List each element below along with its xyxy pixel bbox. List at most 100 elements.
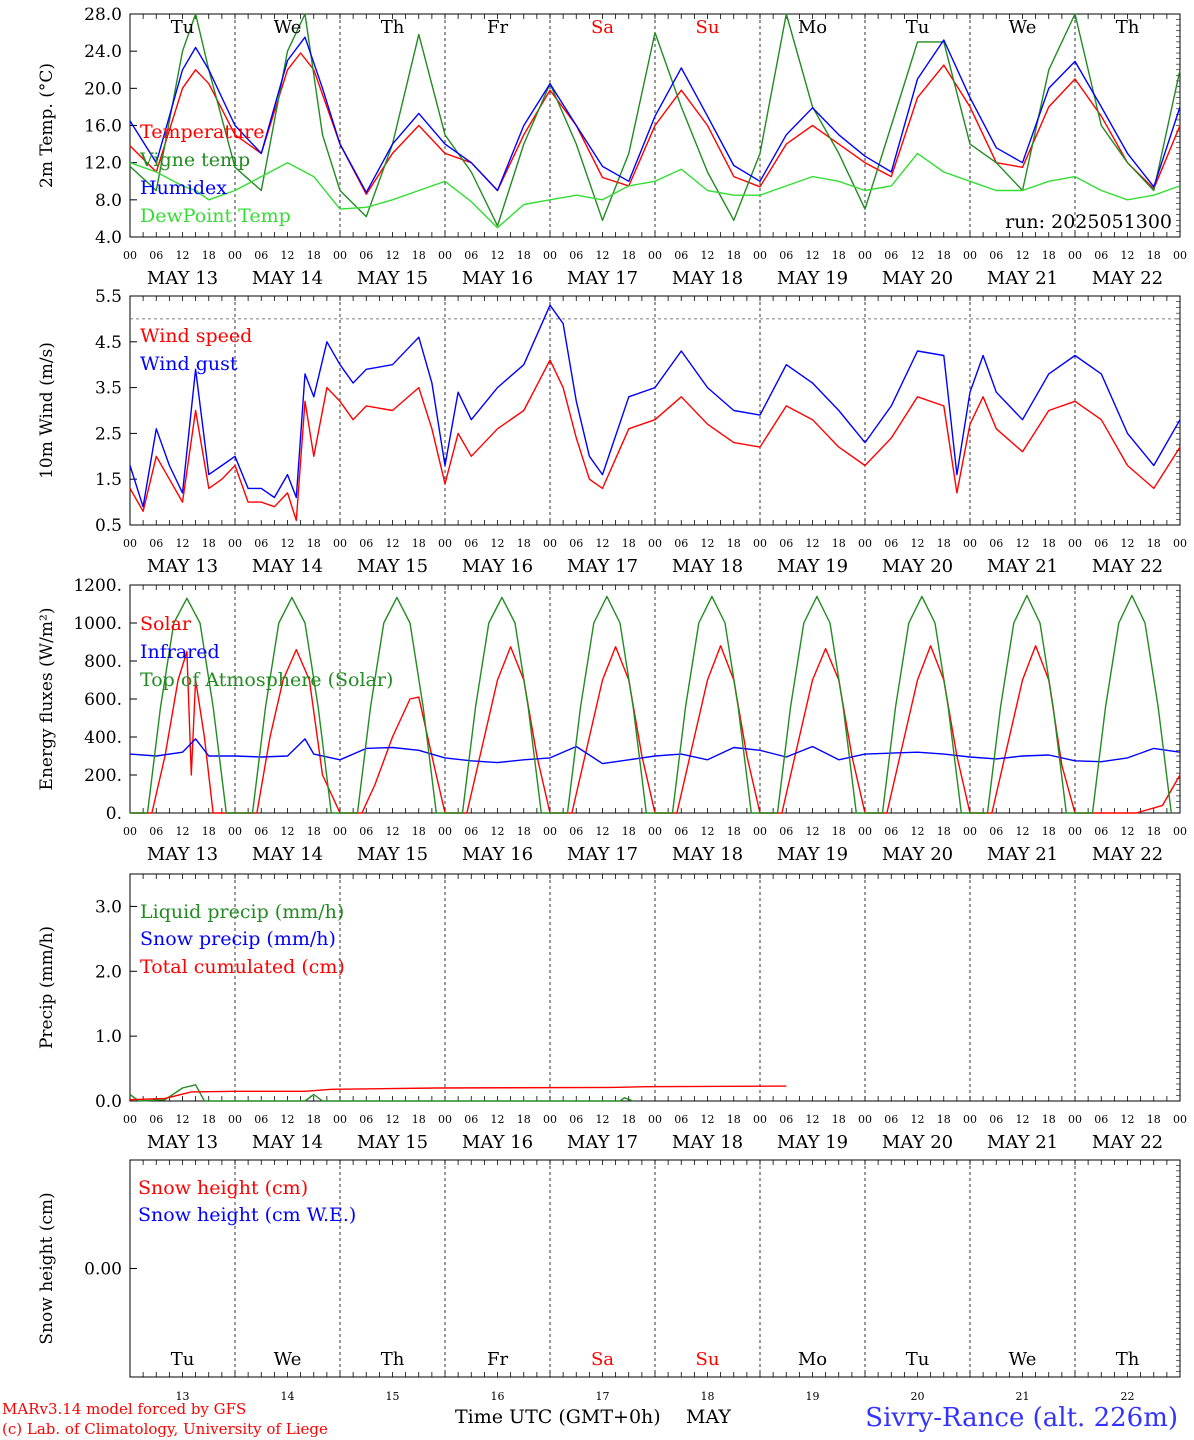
hour-tick-label: 18 <box>727 825 741 838</box>
date-label: MAY 18 <box>672 556 743 577</box>
hour-tick-label: 18 <box>622 1113 636 1126</box>
date-label: MAY 18 <box>672 1132 743 1153</box>
y-axis-label: 2m Temp. (°C) <box>37 63 57 188</box>
date-label: MAY 13 <box>147 844 218 865</box>
run-annotation: run: 2025051300 <box>1005 211 1172 233</box>
date-label: MAY 18 <box>672 844 743 865</box>
hour-tick-label: 00 <box>1173 249 1187 262</box>
hour-tick-label: 00 <box>438 1113 452 1126</box>
day-number-label: 16 <box>491 1390 505 1403</box>
hour-tick-label: 18 <box>202 249 216 262</box>
hour-tick-label: 12 <box>1016 537 1030 550</box>
hour-tick-label: 12 <box>596 1113 610 1126</box>
hour-tick-label: 18 <box>1147 537 1161 550</box>
hour-tick-label: 00 <box>123 825 137 838</box>
hour-tick-label: 12 <box>701 825 715 838</box>
hour-tick-label: 00 <box>648 249 662 262</box>
date-label: MAY 19 <box>777 844 848 865</box>
date-label: MAY 16 <box>462 556 533 577</box>
hour-tick-label: 06 <box>779 825 793 838</box>
hour-tick-label: 06 <box>884 537 898 550</box>
hour-tick-label: 00 <box>1068 825 1082 838</box>
hour-tick-label: 00 <box>858 825 872 838</box>
x-axis-title: Time UTC (GMT+0h) <box>455 1406 661 1428</box>
date-label: MAY 15 <box>357 1132 428 1153</box>
hour-tick-label: 00 <box>963 1113 977 1126</box>
series-line-vigne-temp <box>129 13 1181 227</box>
hour-tick-label: 12 <box>281 537 295 550</box>
series-line-solar <box>130 645 1181 814</box>
hour-tick-label: 06 <box>254 1113 268 1126</box>
hour-tick-label: 06 <box>989 537 1003 550</box>
hour-tick-label: 00 <box>648 1113 662 1126</box>
date-label: MAY 20 <box>882 844 953 865</box>
hour-tick-label: 18 <box>937 537 951 550</box>
hour-tick-label: 12 <box>281 1113 295 1126</box>
y-tick-label: 12.0 <box>84 154 122 174</box>
hour-tick-label: 00 <box>333 537 347 550</box>
hour-tick-label: 12 <box>701 1113 715 1126</box>
hour-tick-label: 12 <box>176 825 190 838</box>
hour-tick-label: 00 <box>963 249 977 262</box>
date-label: MAY 15 <box>357 844 428 865</box>
hour-tick-label: 06 <box>464 1113 478 1126</box>
hour-tick-label: 06 <box>149 537 163 550</box>
hour-tick-label: 18 <box>517 249 531 262</box>
date-label: MAY 17 <box>567 556 638 577</box>
day-of-week-label: Th <box>381 1349 405 1370</box>
hour-tick-label: 06 <box>1094 825 1108 838</box>
hour-tick-label: 00 <box>543 249 557 262</box>
hour-tick-label: 12 <box>491 537 505 550</box>
day-of-week-label: Mo <box>798 1349 827 1370</box>
temperature-panel: 4.0 8.0 12.0 16.0 20.0 24.0 28.0 2m Temp. (°C) 0… <box>37 5 1187 289</box>
hour-tick-label: 06 <box>254 825 268 838</box>
hour-tick-label: 18 <box>832 1113 846 1126</box>
hour-tick-label: 00 <box>333 249 347 262</box>
snow-panel: 0.00 Snow height (cm) Snow height (cm) Snow… <box>37 1159 1181 1403</box>
hour-tick-label: 00 <box>438 249 452 262</box>
hour-tick-label: 18 <box>727 249 741 262</box>
hour-tick-label: 06 <box>674 825 688 838</box>
y-tick-label: 800. <box>84 652 122 672</box>
day-number-label: 21 <box>1016 1390 1030 1403</box>
hour-tick-label: 06 <box>884 1113 898 1126</box>
meteogram-panels: 4.0 8.0 12.0 16.0 20.0 24.0 28.0 2m Temp. (°C) 0… <box>37 5 1187 1403</box>
y-axis-label: Precip (mm/h) <box>37 926 57 1049</box>
hour-tick-label: 06 <box>674 1113 688 1126</box>
day-number-label: 18 <box>701 1390 715 1403</box>
hour-tick-label: 12 <box>806 1113 820 1126</box>
hour-tick-label: 18 <box>1042 537 1056 550</box>
hour-tick-label: 12 <box>386 1113 400 1126</box>
date-label: MAY 13 <box>147 268 218 289</box>
day-of-week-label: Tu <box>171 1349 195 1370</box>
day-number-label: 13 <box>176 1390 190 1403</box>
date-label: MAY 16 <box>462 1132 533 1153</box>
hour-tick-label: 18 <box>517 1113 531 1126</box>
hour-tick-label: 18 <box>1042 1113 1056 1126</box>
hour-tick-label: 00 <box>438 537 452 550</box>
date-label: MAY 20 <box>882 556 953 577</box>
hour-tick-label: 18 <box>1147 1113 1161 1126</box>
day-of-week-label: We <box>274 1349 302 1370</box>
date-label: MAY 14 <box>252 268 323 289</box>
hour-tick-label: 18 <box>412 1113 426 1126</box>
y-tick-label: 8.0 <box>95 191 122 211</box>
hour-tick-label: 00 <box>963 537 977 550</box>
day-of-week-label: Fr <box>487 1349 508 1370</box>
hour-tick-label: 12 <box>1121 537 1135 550</box>
hour-tick-label: 00 <box>753 537 767 550</box>
y-tick-label: 5.5 <box>95 287 122 307</box>
hour-tick-label: 00 <box>753 1113 767 1126</box>
station-title: Sivry-Rance (alt. 226m) <box>865 1403 1178 1433</box>
date-label: MAY 22 <box>1092 1132 1163 1153</box>
date-label: MAY 19 <box>777 268 848 289</box>
hour-tick-label: 00 <box>1173 825 1187 838</box>
legend-entry: Wind gust <box>140 353 238 375</box>
day-of-week-label: Th <box>1116 1349 1140 1370</box>
hour-tick-label: 18 <box>832 537 846 550</box>
legend-entry: Humidex <box>140 177 227 199</box>
date-label: MAY 17 <box>567 268 638 289</box>
hour-tick-label: 00 <box>228 1113 242 1126</box>
hour-tick-label: 12 <box>386 249 400 262</box>
